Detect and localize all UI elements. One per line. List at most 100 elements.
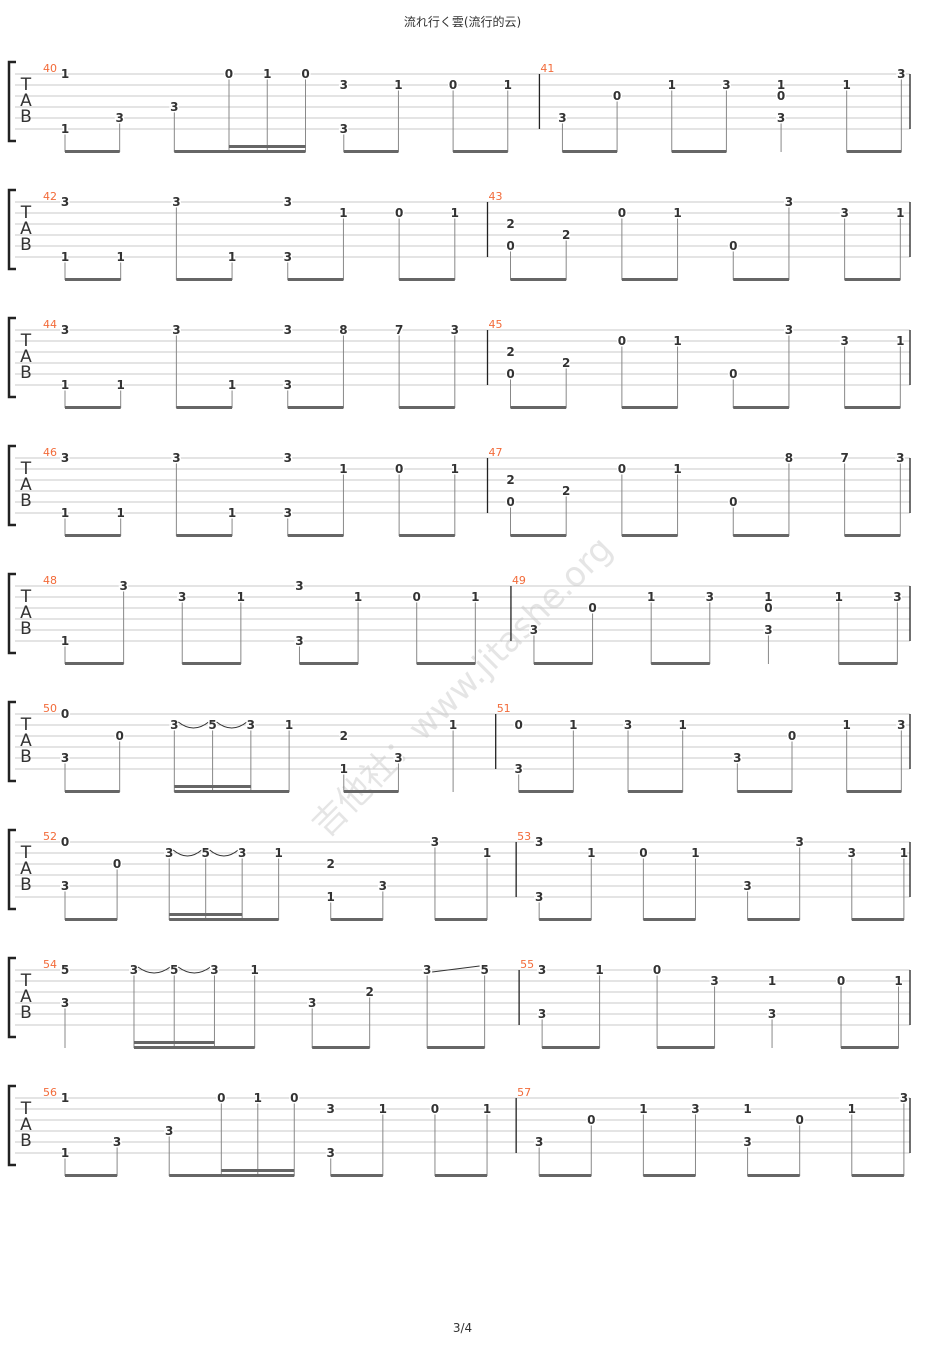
- fret-number: 0: [618, 334, 626, 348]
- fret-number: 0: [613, 89, 621, 103]
- fret-number: 1: [764, 590, 772, 604]
- fret-number: 3: [624, 718, 632, 732]
- fret-number: 1: [673, 206, 681, 220]
- beam: [844, 534, 901, 537]
- beam: [733, 534, 789, 537]
- beam: [621, 534, 678, 537]
- beam: [510, 406, 567, 409]
- fret-number: 1: [263, 67, 271, 81]
- fret-number: 3: [210, 963, 218, 977]
- system-bracket: [7, 1084, 16, 1167]
- fret-number: 0: [506, 367, 514, 381]
- tab-clef-letter: T: [20, 587, 32, 607]
- hammer-pull-slur: [209, 849, 239, 857]
- fret-number: 1: [449, 718, 457, 732]
- fret-number: 3: [130, 963, 138, 977]
- beam: [841, 1046, 899, 1049]
- secondary-beam: [221, 1169, 295, 1172]
- system-bracket: [7, 828, 16, 911]
- fret-number: 1: [673, 334, 681, 348]
- fret-number: 3: [706, 590, 714, 604]
- fret-number: 1: [228, 250, 236, 264]
- fret-number: 2: [562, 484, 570, 498]
- tab-clef-letter: A: [20, 1115, 32, 1135]
- measure-number: 51: [497, 702, 511, 715]
- beam: [287, 406, 344, 409]
- fret-number: 3: [61, 195, 69, 209]
- beam: [399, 278, 455, 281]
- fret-number: 1: [339, 462, 347, 476]
- fret-number: 1: [569, 718, 577, 732]
- tab-clef-letter: A: [20, 347, 32, 367]
- beam: [844, 406, 901, 409]
- fret-number: 1: [327, 890, 335, 904]
- fret-number: 8: [339, 323, 347, 337]
- beam: [733, 278, 789, 281]
- fret-number: 0: [764, 601, 772, 615]
- measure-number: 56: [43, 1086, 57, 1099]
- fret-number: 1: [679, 718, 687, 732]
- fret-number: 0: [587, 1113, 595, 1127]
- fret-number: 3: [172, 451, 180, 465]
- tab-clef-letter: B: [20, 875, 32, 895]
- tab-clef-letter: B: [20, 235, 32, 255]
- fret-number: 1: [61, 634, 69, 648]
- fret-number: 1: [379, 1102, 387, 1116]
- tab-clef-letter: A: [20, 475, 32, 495]
- tab-clef-letter: A: [20, 91, 32, 111]
- tab-system: TAB 50 0 3 0 3 5 3 1 2 1 3 1 51 0 3 1 3 1 3 0 1 3: [7, 700, 911, 793]
- secondary-beam: [228, 145, 306, 148]
- beam: [851, 1174, 904, 1177]
- fret-number: 2: [365, 985, 373, 999]
- measure: 50 0 3 0 3 5 3 1 2 1 3 1: [43, 702, 459, 793]
- hammer-pull-slur: [172, 849, 203, 857]
- beam: [287, 278, 344, 281]
- measure: 46 3 1 1 3 1 3 3 1 0 1: [43, 446, 460, 537]
- beam: [65, 278, 121, 281]
- tab-clef-letter: A: [20, 731, 32, 751]
- fret-number: 7: [395, 323, 403, 337]
- tab-clef-letter: B: [20, 1131, 32, 1151]
- fret-number: 3: [284, 195, 292, 209]
- fret-number: 1: [647, 590, 655, 604]
- fret-number: 1: [768, 974, 776, 988]
- fret-number: 1: [251, 963, 259, 977]
- beam: [510, 278, 567, 281]
- beam: [65, 406, 121, 409]
- beam: [747, 1174, 800, 1177]
- measure-number: 47: [489, 446, 503, 459]
- fret-number: 3: [284, 506, 292, 520]
- fret-number: 1: [117, 506, 125, 520]
- beam: [846, 790, 902, 793]
- fret-number: 1: [595, 963, 603, 977]
- fret-number: 3: [848, 846, 856, 860]
- fret-number: 3: [558, 111, 566, 125]
- beam: [399, 534, 455, 537]
- system-bracket: [7, 444, 16, 527]
- fret-number: 0: [653, 963, 661, 977]
- fret-number: 0: [618, 462, 626, 476]
- beam: [643, 1174, 696, 1177]
- fret-number: 0: [729, 495, 737, 509]
- fret-number: 1: [274, 846, 282, 860]
- fret-number: 3: [796, 835, 804, 849]
- beam: [846, 150, 902, 153]
- beam: [330, 1174, 383, 1177]
- measure: 43 2 0 2 0 1 0 3 3 1: [486, 190, 906, 281]
- fret-number: 3: [61, 996, 69, 1010]
- measure-number: 52: [43, 830, 57, 843]
- fret-number: 1: [483, 846, 491, 860]
- tab-clef-letter: T: [20, 971, 32, 991]
- fret-number: 1: [668, 78, 676, 92]
- fret-number: 1: [61, 1146, 69, 1160]
- measure-number: 54: [43, 958, 57, 971]
- measure-number: 42: [43, 190, 57, 203]
- tab-system: TAB 56 1 1 3 3 0 1 0 3 3 1 0 1 57 3 0 1 3 1 3 0 1 3: [7, 1084, 911, 1177]
- fret-number: 1: [354, 590, 362, 604]
- measure-number: 57: [517, 1086, 531, 1099]
- fret-number: 3: [170, 718, 178, 732]
- measure: 40 1 1 3 3 0 1 0 3 3 1 0 1: [43, 62, 513, 153]
